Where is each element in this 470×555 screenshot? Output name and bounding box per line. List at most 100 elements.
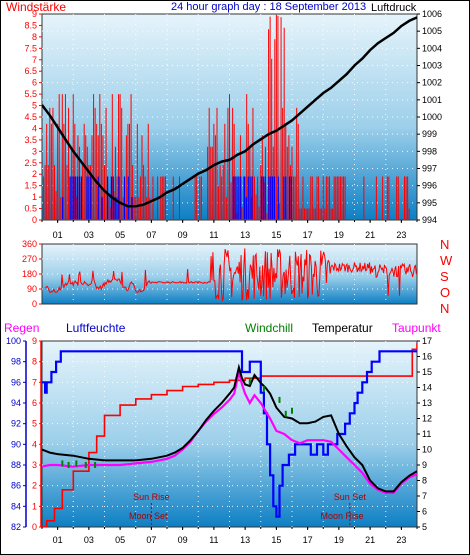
x-tick-label: 09 <box>178 230 188 240</box>
y-tick-label: 82 <box>11 522 21 532</box>
temperature-x-axis: 01 03 05 07 09 11 13 15 17 19 21 23 <box>41 527 418 545</box>
y-tick-label: 2 <box>32 481 37 491</box>
x-tick-label: 01 <box>53 230 63 240</box>
compass-letter: O <box>440 285 450 300</box>
y-tick-label: 16 <box>422 352 432 362</box>
direction-line <box>44 248 417 302</box>
y-tick-label: 999 <box>422 129 437 139</box>
astro-label-moon_set: Moon Set <box>129 511 168 521</box>
x-tick-label: 17 <box>303 230 313 240</box>
direction-y-axis: 0 90 180 270 360 <box>22 239 42 309</box>
y-tick-label: 13 <box>422 398 432 408</box>
y-tick-label: 1005 <box>422 26 442 36</box>
windchill-marks <box>61 378 293 468</box>
y-tick-label: 1 <box>32 192 37 202</box>
x-tick-label: 03 <box>84 230 94 240</box>
wind-axis-label: Windstärke <box>6 0 66 14</box>
wind-bars <box>42 14 417 220</box>
pressure-axis-label: Luftdruck <box>371 2 417 14</box>
y-tick-label: 998 <box>422 146 437 156</box>
astro-label-moon_rise: Moon Rise <box>320 511 363 521</box>
y-tick-label: 9 <box>32 336 37 346</box>
y-tick-label: 0.5 <box>24 204 37 214</box>
x-tick-label: 19 <box>334 535 344 545</box>
humidity-line <box>42 350 417 518</box>
y-tick-label: 0 <box>32 299 37 309</box>
y-tick-label: 996 <box>422 181 437 191</box>
temperature-y-axis: 5 6 7 8 9 10 11 12 13 14 15 16 17 <box>417 336 432 532</box>
y-tick-label: 10 <box>422 445 432 455</box>
y-tick-label: 88 <box>11 460 21 470</box>
y-tick-label: 994 <box>422 215 437 225</box>
rain-line <box>42 343 417 527</box>
compass-letter: W <box>440 253 453 268</box>
x-tick-label: 03 <box>84 535 94 545</box>
y-tick-label: 7 <box>32 55 37 65</box>
x-tick-label: 21 <box>365 230 375 240</box>
wind-pressure-chart: Windstärke 24 hour graph day : 18 Septem… <box>6 0 442 240</box>
y-tick-label: 4 <box>32 439 37 449</box>
y-tick-label: 5 <box>422 522 427 532</box>
y-tick-label: 7 <box>422 491 427 501</box>
y-tick-label: 0 <box>32 215 37 225</box>
x-tick-label: 05 <box>115 230 125 240</box>
rain-y-axis: 0 1 2 3 4 5 6 7 8 9 <box>32 336 42 532</box>
x-tick-label: 07 <box>146 535 156 545</box>
rain-axis-label: Regen <box>4 321 39 335</box>
y-tick-label: 5.5 <box>24 89 37 99</box>
y-tick-label: 1004 <box>422 43 442 53</box>
x-tick-label: 17 <box>303 535 313 545</box>
y-tick-label: 8.5 <box>24 20 37 30</box>
y-tick-label: 8 <box>32 357 37 367</box>
temperature-chart: Regen Luftfeuchte Windchill Temperatur T… <box>4 321 441 545</box>
y-tick-label: 84 <box>11 501 21 511</box>
dewpoint-line <box>42 371 417 494</box>
x-tick-label: 13 <box>240 535 250 545</box>
y-tick-label: 14 <box>422 383 432 393</box>
temperature-label: Temperatur <box>312 321 373 335</box>
y-tick-label: 7 <box>32 377 37 387</box>
x-tick-label: 23 <box>396 230 406 240</box>
humidity-axis-label: Luftfeuchte <box>66 321 126 335</box>
y-tick-label: 90 <box>27 284 37 294</box>
windchill-label: Windchill <box>245 321 293 335</box>
y-tick-label: 5 <box>32 419 37 429</box>
y-tick-label: 92 <box>11 419 21 429</box>
y-tick-label: 98 <box>11 357 21 367</box>
y-tick-label: 8 <box>32 32 37 42</box>
y-tick-label: 86 <box>11 481 21 491</box>
x-tick-label: 11 <box>209 535 218 545</box>
humidity-y-axis: 82 84 86 88 90 92 94 96 98 100 <box>6 336 27 532</box>
astro-label-sun_set: Sun Set <box>334 492 367 502</box>
pressure-y-axis: 994 995 996 997 998 999 1000 1001 1002 1003 1004 10… <box>417 9 442 225</box>
y-tick-label: 270 <box>22 254 37 264</box>
y-tick-label: 8 <box>422 476 427 486</box>
y-tick-label: 17 <box>422 336 432 346</box>
y-tick-label: 6 <box>32 78 37 88</box>
y-tick-label: 4.5 <box>24 112 37 122</box>
y-tick-label: 100 <box>6 336 21 346</box>
x-tick-label: 23 <box>396 535 406 545</box>
x-tick-label: 13 <box>240 230 250 240</box>
y-tick-label: 5 <box>32 101 37 111</box>
dewpoint-label: Taupunkt <box>392 321 441 335</box>
x-tick-label: 15 <box>271 230 281 240</box>
y-tick-label: 4 <box>32 123 37 133</box>
y-tick-label: 6.5 <box>24 66 37 76</box>
x-tick-label: 05 <box>115 535 125 545</box>
y-tick-label: 3.5 <box>24 135 37 145</box>
compass-letter: N <box>440 237 449 252</box>
compass-letter: N <box>440 301 449 316</box>
y-tick-label: 12 <box>422 414 432 424</box>
x-tick-label: 19 <box>334 230 344 240</box>
wind-x-axis: 01 03 05 07 09 11 13 15 17 19 21 23 <box>41 220 418 240</box>
y-tick-label: 9 <box>422 460 427 470</box>
y-tick-label: 3 <box>32 146 37 156</box>
wind-y-axis: 00.5 11.5 22.5 33.5 44.55 5.56 6.57 7.58 8.59 <box>24 9 42 225</box>
y-tick-label: 1001 <box>422 95 442 105</box>
y-tick-label: 96 <box>11 377 21 387</box>
y-tick-label: 6 <box>32 398 37 408</box>
pressure-line <box>42 16 417 208</box>
x-tick-label: 07 <box>146 230 156 240</box>
